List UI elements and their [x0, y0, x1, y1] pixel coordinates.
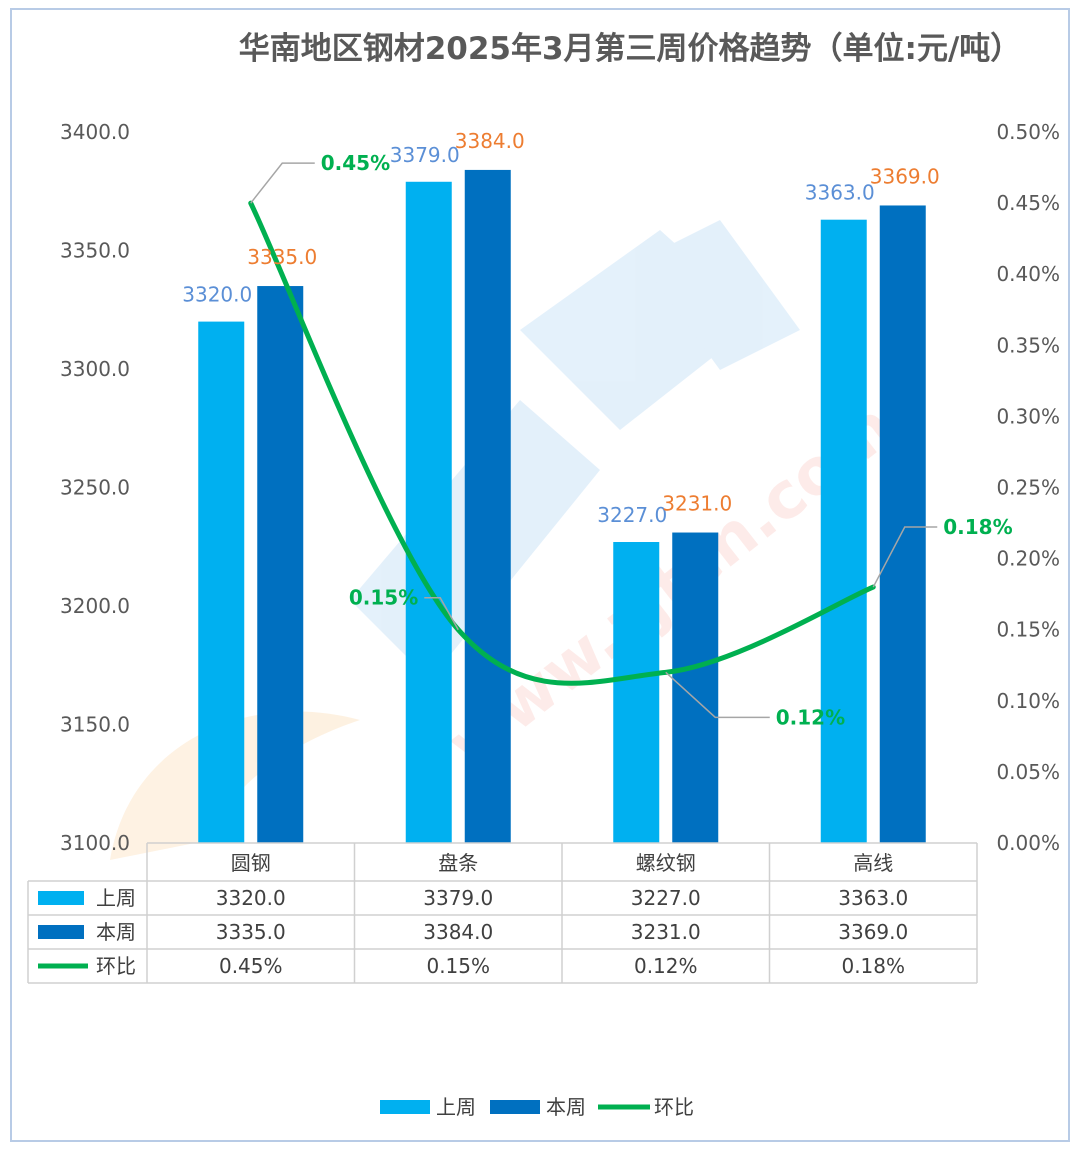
bar-last-week [820, 219, 867, 843]
bar-last-week [405, 181, 452, 843]
table-row-label: 上周 [96, 886, 136, 910]
bar-last-week [613, 542, 660, 843]
legend-label: 本周 [546, 1095, 586, 1119]
table-cell: 3379.0 [423, 886, 493, 910]
data-label-this-week: 3384.0 [455, 129, 525, 153]
data-label-ring-ratio: 0.12% [776, 705, 845, 729]
table-cell: 0.15% [426, 954, 490, 978]
y-right-tick-label: 0.05% [996, 760, 1060, 784]
y-left-tick-label: 3300.0 [60, 357, 130, 381]
data-label-last-week: 3363.0 [805, 181, 875, 205]
table-legend-key [38, 925, 84, 939]
table-cell: 3231.0 [631, 920, 701, 944]
table-cell: 3369.0 [838, 920, 908, 944]
chart-title: 华南地区钢材2025年3月第三周价格趋势（单位:元/吨） [238, 31, 1022, 67]
bar-last-week [198, 321, 245, 844]
data-label-last-week: 3227.0 [597, 503, 667, 527]
line-series [248, 200, 876, 686]
table-cell: 3320.0 [216, 886, 286, 910]
data-label-this-week: 3335.0 [247, 245, 317, 269]
bar-this-week [672, 532, 719, 843]
y-left-tick-label: 3400.0 [60, 120, 130, 144]
data-label-ring-ratio: 0.15% [349, 586, 418, 610]
y-right-tick-label: 0.10% [996, 689, 1060, 713]
y-right-tick-label: 0.45% [996, 191, 1060, 215]
y-right-tick-label: 0.35% [996, 333, 1060, 357]
y-right-tick-label: 0.20% [996, 547, 1060, 571]
y-right-tick-label: 0.00% [996, 831, 1060, 855]
x-category-label: 盘条 [438, 851, 478, 875]
data-label-ring-ratio: 0.45% [321, 151, 390, 175]
y-right-tick-label: 0.50% [996, 120, 1060, 144]
table-cell: 0.12% [634, 954, 698, 978]
leader-line [665, 671, 770, 719]
y-right-tick-label: 0.40% [996, 262, 1060, 286]
y-left-tick-label: 3100.0 [60, 831, 130, 855]
data-label-ring-ratio: 0.18% [943, 515, 1012, 539]
table-cell: 3227.0 [631, 886, 701, 910]
y-right-tick-label: 0.25% [996, 476, 1060, 500]
data-label-this-week: 3369.0 [870, 164, 940, 188]
y-left-tick-label: 3200.0 [60, 594, 130, 618]
y-right-tick-label: 0.15% [996, 618, 1060, 642]
bar-this-week [879, 205, 926, 844]
legend-key [380, 1100, 430, 1114]
axes: 3100.0 3150.0 3200.0 3250.0 3300.0 3350.0 3400… [60, 120, 1060, 855]
y-right-tick-label: 0.30% [996, 404, 1060, 428]
table-cell: 3363.0 [838, 886, 908, 910]
table-cell: 3335.0 [216, 920, 286, 944]
data-label-last-week: 3320.0 [182, 283, 252, 307]
bar-this-week [464, 169, 511, 844]
legend: 上周 本周 环比 [380, 1095, 694, 1119]
leader-line [872, 526, 938, 588]
table-row-label: 环比 [96, 954, 136, 978]
y-left-tick-label: 3250.0 [60, 476, 130, 500]
legend-label: 上周 [436, 1095, 476, 1119]
bars [198, 169, 926, 844]
legend-key [490, 1100, 540, 1114]
bar-this-week [257, 286, 304, 843]
y-left-tick-label: 3350.0 [60, 239, 130, 263]
table-cell: 0.45% [219, 954, 283, 978]
table-row-label: 本周 [96, 920, 136, 944]
line-ring-ratio [248, 200, 876, 686]
legend-label: 环比 [654, 1095, 694, 1119]
data-label-this-week: 3231.0 [662, 492, 732, 516]
table-cell: 0.18% [841, 954, 905, 978]
x-category-label: 高线 [853, 851, 893, 875]
leader-line [250, 162, 315, 204]
x-category-label: 螺纹钢 [636, 851, 696, 875]
data-label-last-week: 3379.0 [390, 143, 460, 167]
x-category-label: 圆钢 [231, 851, 271, 875]
table-cell: 3384.0 [423, 920, 493, 944]
table-legend-key [38, 891, 84, 905]
leader-line [424, 596, 459, 631]
y-left-tick-label: 3150.0 [60, 713, 130, 737]
